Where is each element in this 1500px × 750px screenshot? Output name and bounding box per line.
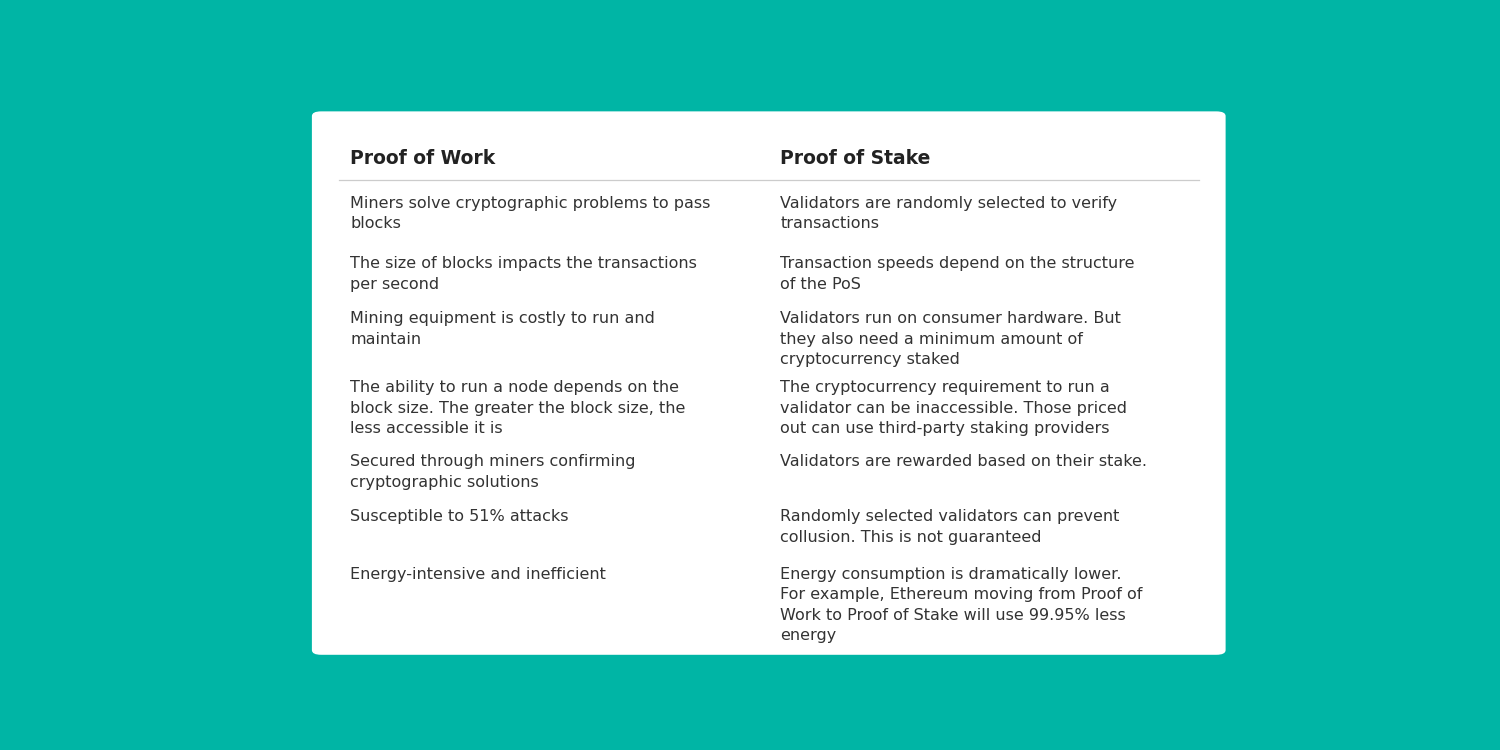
Text: Susceptible to 51% attacks: Susceptible to 51% attacks	[350, 509, 568, 524]
Text: The cryptocurrency requirement to run a
validator can be inaccessible. Those pri: The cryptocurrency requirement to run a …	[780, 380, 1128, 436]
Text: Proof of Stake: Proof of Stake	[780, 149, 930, 169]
Text: Validators are rewarded based on their stake.: Validators are rewarded based on their s…	[780, 454, 1148, 470]
Text: Proof of Work: Proof of Work	[350, 149, 495, 169]
Text: Validators run on consumer hardware. But
they also need a minimum amount of
cryp: Validators run on consumer hardware. But…	[780, 311, 1120, 367]
Text: The size of blocks impacts the transactions
per second: The size of blocks impacts the transacti…	[350, 256, 698, 292]
Text: Mining equipment is costly to run and
maintain: Mining equipment is costly to run and ma…	[350, 311, 656, 346]
Text: The ability to run a node depends on the
block size. The greater the block size,: The ability to run a node depends on the…	[350, 380, 686, 436]
Text: Secured through miners confirming
cryptographic solutions: Secured through miners confirming crypto…	[350, 454, 636, 490]
Text: Validators are randomly selected to verify
transactions: Validators are randomly selected to veri…	[780, 196, 1118, 231]
Text: Energy consumption is dramatically lower.
For example, Ethereum moving from Proo: Energy consumption is dramatically lower…	[780, 567, 1143, 644]
Text: Randomly selected validators can prevent
collusion. This is not guaranteed: Randomly selected validators can prevent…	[780, 509, 1119, 544]
Text: Miners solve cryptographic problems to pass
blocks: Miners solve cryptographic problems to p…	[350, 196, 711, 231]
Text: Transaction speeds depend on the structure
of the PoS: Transaction speeds depend on the structu…	[780, 256, 1136, 292]
FancyBboxPatch shape	[312, 111, 1226, 655]
Text: Energy-intensive and inefficient: Energy-intensive and inefficient	[350, 567, 606, 582]
